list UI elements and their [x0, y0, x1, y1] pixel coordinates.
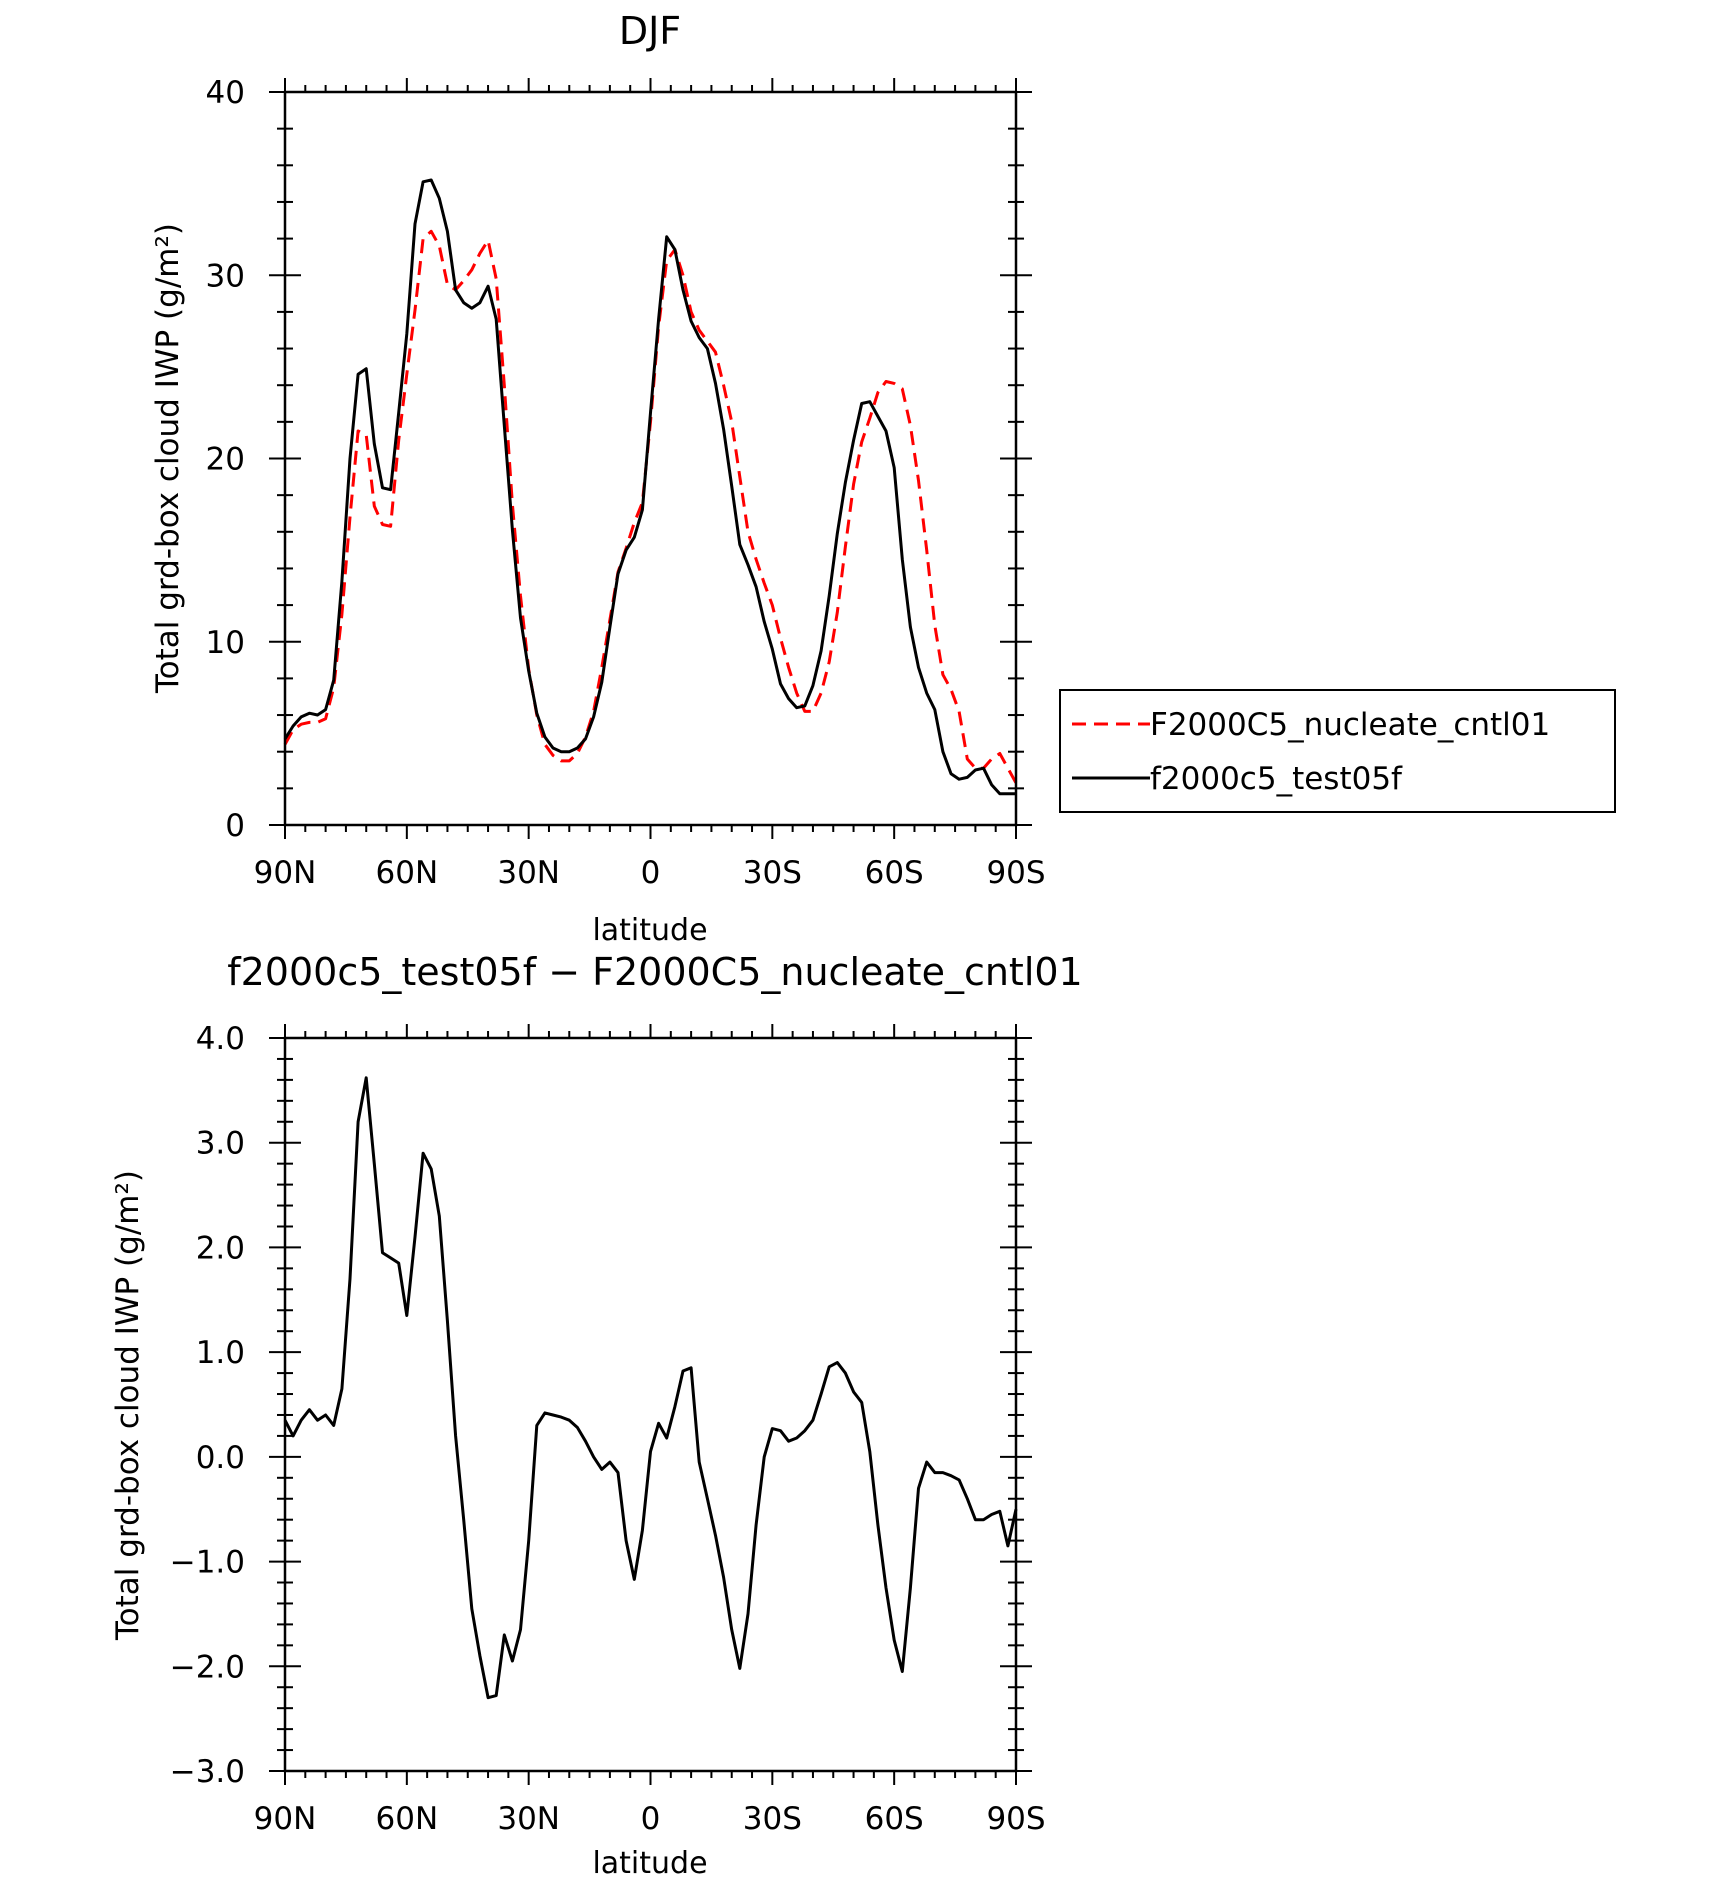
- top-y-tick-label: 30: [206, 258, 245, 294]
- top-x-tick-label: 90S: [986, 855, 1045, 891]
- top-y-tick-labels: 0 10 20 30 40: [206, 75, 245, 844]
- top-x-tick-label: 30S: [743, 855, 802, 891]
- legend-label-cntl: F2000C5_nucleate_cntl01: [1150, 707, 1550, 743]
- top-x-tick-label: 30N: [497, 855, 560, 891]
- bottom-y-tick-label: 3.0: [196, 1126, 245, 1162]
- top-x-tick-label: 60S: [865, 855, 924, 891]
- top-x-tick-labels: 90N 60N 30N 0 30S 60S 90S: [254, 855, 1046, 891]
- top-plot-frame: [283, 90, 1018, 827]
- bottom-y-tick-label: 2.0: [196, 1230, 245, 1266]
- bottom-panel: f2000c5_test05f − F2000C5_nucleate_cntl0…: [110, 950, 1083, 1877]
- bottom-y-axis-label: Total grd-box cloud IWP (g/m²): [110, 1170, 146, 1641]
- top-y-tick-label: 10: [206, 625, 245, 661]
- legend: F2000C5_nucleate_cntl01 f2000c5_test05f: [1059, 689, 1616, 813]
- bottom-x-tick-label: 90S: [986, 1801, 1045, 1837]
- bottom-x-tick-label: 60N: [376, 1801, 439, 1837]
- bottom-x-tick-labels: 90N 60N 30N 0 30S 60S 90S: [254, 1801, 1046, 1837]
- top-x-tick-label: 0: [641, 855, 661, 891]
- top-chart-title: DJF: [619, 9, 681, 53]
- bottom-chart-title: f2000c5_test05f − F2000C5_nucleate_cntl0…: [227, 950, 1082, 994]
- bottom-plot-frame: [283, 1036, 1018, 1773]
- bottom-ticks: [269, 1024, 1032, 1785]
- top-x-tick-label: 90N: [254, 855, 317, 891]
- bottom-y-tick-label: −2.0: [170, 1649, 245, 1685]
- bottom-series-line-test: [283, 1076, 1018, 1700]
- top-x-axis-label: latitude: [592, 913, 707, 948]
- top-panel: DJF 90N 60N 30N 0 30S 60S 90S 0 10 20 30 40 latitu…: [150, 9, 1046, 948]
- legend-label-test: f2000c5_test05f: [1150, 761, 1403, 797]
- top-x-tick-label: 60N: [376, 855, 439, 891]
- bottom-x-tick-label: 60S: [865, 1801, 924, 1837]
- top-y-axis-label: Total grd-box cloud IWP (g/m²): [150, 223, 186, 694]
- top-series-line-cntl: [283, 229, 1018, 784]
- bottom-y-tick-label: 4.0: [196, 1021, 245, 1057]
- bottom-x-axis-label: latitude: [592, 1846, 707, 1877]
- bottom-y-tick-label: 1.0: [196, 1335, 245, 1371]
- bottom-y-tick-label: −3.0: [170, 1754, 245, 1790]
- bottom-x-tick-label: 30S: [743, 1801, 802, 1837]
- top-y-tick-label: 40: [206, 75, 245, 111]
- top-series-line-test: [283, 178, 1016, 796]
- top-ticks: [269, 78, 1032, 839]
- bottom-x-tick-label: 90N: [254, 1801, 317, 1837]
- bottom-y-tick-labels: −3.0 −2.0 −1.0 0.0 1.0 2.0 3.0 4.0: [170, 1021, 245, 1790]
- bottom-x-tick-label: 30N: [497, 1801, 560, 1837]
- bottom-y-tick-label: 0.0: [196, 1440, 245, 1476]
- bottom-y-tick-label: −1.0: [170, 1545, 245, 1581]
- bottom-series: [283, 1076, 1018, 1700]
- top-y-tick-label: 20: [206, 442, 245, 478]
- top-y-tick-label: 0: [225, 808, 245, 844]
- bottom-x-tick-label: 0: [641, 1801, 661, 1837]
- top-series: [283, 178, 1018, 796]
- legend-box: [1059, 689, 1616, 813]
